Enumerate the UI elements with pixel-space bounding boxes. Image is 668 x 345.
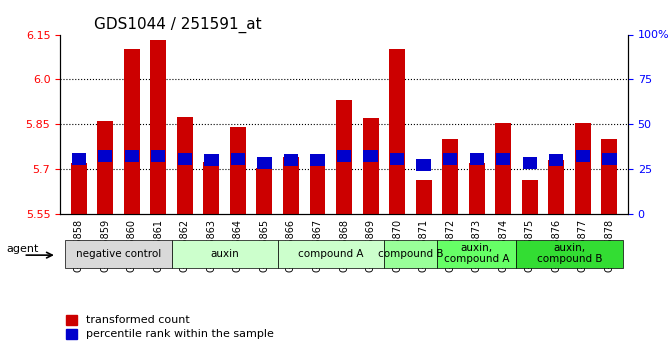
Bar <box>204 154 218 166</box>
Bar <box>415 179 432 214</box>
FancyBboxPatch shape <box>384 239 437 268</box>
Bar <box>283 157 299 214</box>
Bar <box>98 150 112 161</box>
Bar <box>496 152 510 165</box>
Bar <box>311 154 325 166</box>
Bar <box>495 123 511 214</box>
Bar <box>363 118 379 214</box>
FancyBboxPatch shape <box>278 239 384 268</box>
Bar <box>203 161 219 214</box>
Bar <box>549 154 563 166</box>
Bar <box>390 152 404 165</box>
Bar <box>309 161 325 214</box>
Bar <box>443 152 458 165</box>
Bar <box>601 139 617 214</box>
Bar <box>177 117 193 214</box>
FancyBboxPatch shape <box>65 239 172 268</box>
Bar <box>416 159 431 170</box>
FancyBboxPatch shape <box>172 239 278 268</box>
Text: auxin,
compound A: auxin, compound A <box>444 243 510 264</box>
Bar <box>284 154 298 166</box>
Bar <box>230 127 246 214</box>
Bar <box>469 163 485 214</box>
Bar <box>71 152 86 165</box>
Text: negative control: negative control <box>76 249 161 258</box>
Bar <box>336 100 352 214</box>
Bar <box>522 157 537 169</box>
Text: compound A: compound A <box>298 249 363 258</box>
Bar <box>389 49 405 214</box>
Bar <box>576 150 590 161</box>
Bar <box>337 150 351 161</box>
Bar <box>178 152 192 165</box>
Bar <box>257 157 272 169</box>
Text: agent: agent <box>7 244 39 254</box>
Bar <box>230 152 245 165</box>
Legend: transformed count, percentile rank within the sample: transformed count, percentile rank withi… <box>65 315 274 339</box>
Bar <box>470 152 484 165</box>
Bar <box>257 168 273 214</box>
FancyBboxPatch shape <box>437 239 516 268</box>
Text: GDS1044 / 251591_at: GDS1044 / 251591_at <box>94 17 262 33</box>
Bar <box>151 150 166 161</box>
Bar <box>548 160 564 214</box>
Bar <box>602 152 617 165</box>
Bar <box>125 150 139 161</box>
Text: auxin: auxin <box>210 249 239 258</box>
Bar <box>71 163 87 214</box>
Bar <box>124 49 140 214</box>
Text: compound B: compound B <box>377 249 443 258</box>
Bar <box>150 40 166 214</box>
Bar <box>575 123 591 214</box>
FancyBboxPatch shape <box>516 239 623 268</box>
Bar <box>522 179 538 214</box>
Bar <box>98 121 113 214</box>
Bar <box>442 139 458 214</box>
Bar <box>363 150 377 161</box>
Text: auxin,
compound B: auxin, compound B <box>537 243 603 264</box>
